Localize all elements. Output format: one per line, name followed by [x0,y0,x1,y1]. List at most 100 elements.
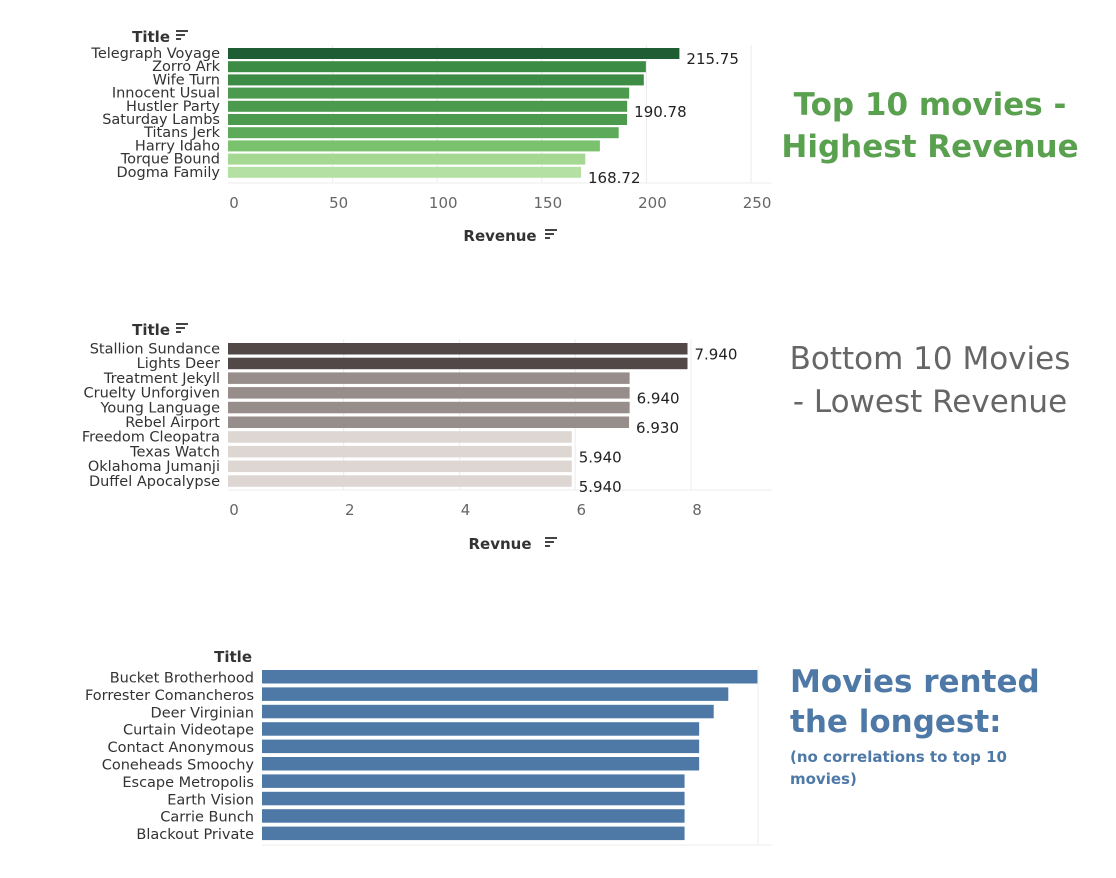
data-label: 7.940 [695,346,738,364]
sort-icon-line [176,323,188,325]
bar [262,826,685,841]
bar [228,100,628,112]
data-label: 190.78 [634,103,687,121]
sort-icon-line [545,233,554,235]
category-label: Zorro Ark [152,59,221,75]
x-tick-label: 2 [345,501,355,519]
sort-icon-line [176,34,185,36]
x-tick-label: 0 [229,194,239,212]
x-tick-label: 200 [638,194,667,212]
bar [228,357,688,370]
sort-icon-line [176,30,188,32]
category-label: Deer Virginian [151,705,254,721]
sort-icon [545,537,557,547]
x-tick-label: 0 [229,501,239,519]
data-label: 215.75 [686,50,739,68]
sort-icon-line [176,327,185,329]
category-label: Young Language [99,400,220,416]
category-label: Curtain Videotape [123,723,254,739]
bar [228,431,572,443]
category-label: Carrie Bunch [160,810,254,826]
bar [228,61,646,73]
bar [262,687,729,701]
category-label: Telegraph Voyage [90,46,220,62]
sort-icon-line [545,537,557,539]
category-label: Harry Idaho [135,138,220,154]
x-tick-label: 4 [461,501,471,519]
bar [228,460,572,473]
bar [228,475,572,487]
category-label: Blackout Private [136,827,254,843]
category-label: Hustler Party [126,99,220,115]
category-label: Forrester Comancheros [85,688,254,704]
data-label: 168.72 [588,169,641,187]
bar [262,722,700,736]
x-axis-title: Revnue [468,535,531,553]
sort-icon-line [176,331,181,333]
bar [262,739,700,754]
bar [262,704,714,719]
category-label: Coneheads Smoochy [102,758,255,774]
category-label: Cruelty Unforgiven [83,386,220,402]
bar [228,416,630,428]
x-tick-label: 8 [692,501,702,519]
sort-icon-line [176,38,181,40]
bar [228,74,644,86]
x-tick-label: 250 [743,194,772,212]
category-label: Lights Deer [137,356,220,372]
sort-icon-line [545,541,554,543]
category-label: Freedom Cleopatra [82,430,220,446]
bar [262,809,685,823]
data-label: 5.940 [579,448,622,466]
category-label: Duffel Apocalypse [89,474,220,490]
bar [228,140,600,152]
category-label: Rebel Airport [125,415,220,431]
category-label: Saturday Lambs [102,112,220,128]
sort-icon-line [545,229,557,231]
category-label: Stallion Sundance [90,342,220,358]
bar [228,166,582,178]
data-label: 6.930 [636,419,679,437]
x-tick-label: 100 [429,194,458,212]
x-tick-label: 6 [576,501,586,519]
data-label: 6.940 [637,390,680,408]
caption-top-revenue: Top 10 movies - Highest Revenue [781,87,1079,165]
sort-icon [176,323,188,333]
category-label: Contact Anonymous [107,740,254,756]
bar [228,343,688,355]
sort-icon [545,229,557,239]
category-label: Titans Jerk [143,125,221,141]
bar [262,670,758,684]
bar [262,774,685,788]
category-label: Innocent Usual [112,86,220,102]
caption-bottom-revenue: Bottom 10 Movies - Lowest Revenue [789,341,1071,420]
bar [228,87,630,99]
x-tick-label: 150 [534,194,563,212]
bar [262,791,685,806]
chart-bottom-revenue: Title Stallion Sundance 7.940 Lights DeerTr… [82,321,772,553]
caption-longest-title: Movies rented the longest: [790,664,1040,740]
bar [228,445,572,458]
category-label: Wife Turn [153,72,220,88]
category-label: Texas Watch [129,444,220,460]
bar [228,387,630,399]
category-label: Bucket Brotherhood [110,671,254,687]
bar [228,114,628,125]
row-axis-title: Title [214,648,252,666]
sort-icon-line [545,545,550,547]
bar [262,757,700,771]
x-axis-title: Revenue [463,227,536,245]
category-label: Torque Bound [120,152,220,168]
bar [228,127,619,139]
caption-longest-rented: Movies rented the longest: (no correlati… [790,662,1100,790]
sort-icon [176,30,188,40]
category-label: Earth Vision [167,792,254,808]
category-label: Treatment Jekyll [103,371,220,387]
bar [228,401,630,414]
bar [228,372,630,384]
bar [228,48,680,59]
x-tick-label: 50 [329,194,348,212]
